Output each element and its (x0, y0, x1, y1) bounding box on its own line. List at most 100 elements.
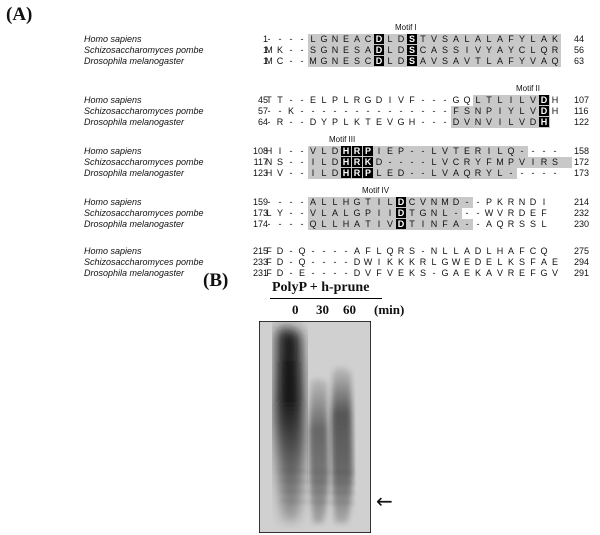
residue: D (331, 146, 339, 156)
residue: F (409, 95, 415, 105)
residue: I (377, 219, 381, 229)
residue: P (363, 168, 373, 178)
residue: - (300, 197, 304, 207)
species-name: Drosophila melanogaster (84, 117, 185, 127)
residue: - (344, 246, 348, 256)
residue: D (396, 219, 406, 229)
residue: - (322, 257, 326, 267)
residue: F (266, 257, 272, 267)
lane-30 (309, 378, 329, 523)
residue: L (376, 168, 382, 178)
residue: - (289, 157, 293, 167)
residue: A (364, 45, 371, 55)
residue: - (520, 146, 524, 156)
residue: G (320, 56, 328, 66)
residue: - (300, 45, 304, 55)
species-name: Schizosaccharomyces pombe (84, 45, 204, 55)
residue: T (486, 95, 492, 105)
residue: E (485, 257, 492, 267)
residue: - (443, 117, 447, 127)
residue: D (375, 157, 383, 167)
start-position: 233 (252, 257, 268, 267)
residue: - (278, 106, 282, 116)
residue: Q (507, 146, 515, 156)
residue: A (430, 45, 437, 55)
residue: H (341, 168, 351, 178)
species-name: Drosophila melanogaster (84, 268, 185, 278)
residue: D (374, 34, 384, 44)
residue: - (289, 168, 293, 178)
residue: Y (485, 45, 492, 55)
residue: I (388, 95, 392, 105)
residue: - (553, 146, 557, 156)
residue: K (276, 45, 283, 55)
residue: A (485, 219, 492, 229)
residue: - (443, 106, 447, 116)
residue: - (300, 168, 304, 178)
residue: D (529, 197, 537, 207)
residue: F (530, 257, 536, 267)
start-position: 64 (257, 117, 268, 127)
residue: Q (309, 219, 317, 229)
start-position: 231 (252, 268, 268, 278)
residue: R (352, 146, 362, 156)
residue: N (474, 117, 482, 127)
residue: K (507, 257, 514, 267)
residue: D (276, 268, 284, 278)
residue: - (267, 197, 271, 207)
end-position: 291 (574, 268, 590, 278)
residue: - (333, 106, 337, 116)
residue: - (289, 146, 293, 156)
residue: L (321, 95, 327, 105)
residue: I (531, 157, 535, 167)
residue: L (343, 95, 349, 105)
residue: S (408, 246, 415, 256)
residue: H (341, 146, 351, 156)
residue: - (421, 168, 425, 178)
residue: M (309, 56, 317, 66)
residue: C (518, 45, 526, 55)
residue: I (377, 197, 381, 207)
residue: M (441, 197, 449, 207)
residue: A (540, 34, 547, 44)
panel-b-label: (B) (203, 270, 229, 291)
residue: S (518, 219, 525, 229)
residue: A (452, 168, 459, 178)
residue: E (529, 208, 536, 218)
residue: V (419, 197, 426, 207)
residue: I (509, 95, 513, 105)
residue: D (396, 197, 406, 207)
residue: D (452, 117, 460, 127)
residue: D (539, 95, 549, 105)
panel-a-label: (A) (6, 4, 33, 25)
residue: - (322, 106, 326, 116)
conserved-highlight (308, 146, 528, 157)
residue: V (518, 117, 525, 127)
residue: D (474, 257, 482, 267)
residue: T (365, 197, 371, 207)
residue: V (441, 168, 448, 178)
residue: C (276, 56, 284, 66)
residue: - (399, 106, 403, 116)
residue: W (451, 257, 461, 267)
residue: R (352, 168, 362, 178)
residue: C (364, 56, 372, 66)
residue: V (529, 95, 536, 105)
residue: L (376, 246, 382, 256)
residue: L (431, 257, 437, 267)
residue: T (365, 117, 371, 127)
residue: L (332, 219, 338, 229)
residue: I (421, 219, 425, 229)
species-name: Homo sapiens (84, 95, 142, 105)
residue: - (509, 168, 513, 178)
residue: A (452, 268, 459, 278)
residue: T (266, 95, 272, 105)
species-name: Schizosaccharomyces pombe (84, 257, 204, 267)
residue: K (408, 257, 415, 267)
residue: L (519, 106, 525, 116)
residue: E (375, 117, 382, 127)
species-name: Homo sapiens (84, 146, 142, 156)
residue: L (431, 157, 437, 167)
residue: K (363, 157, 373, 167)
residue: - (289, 95, 293, 105)
